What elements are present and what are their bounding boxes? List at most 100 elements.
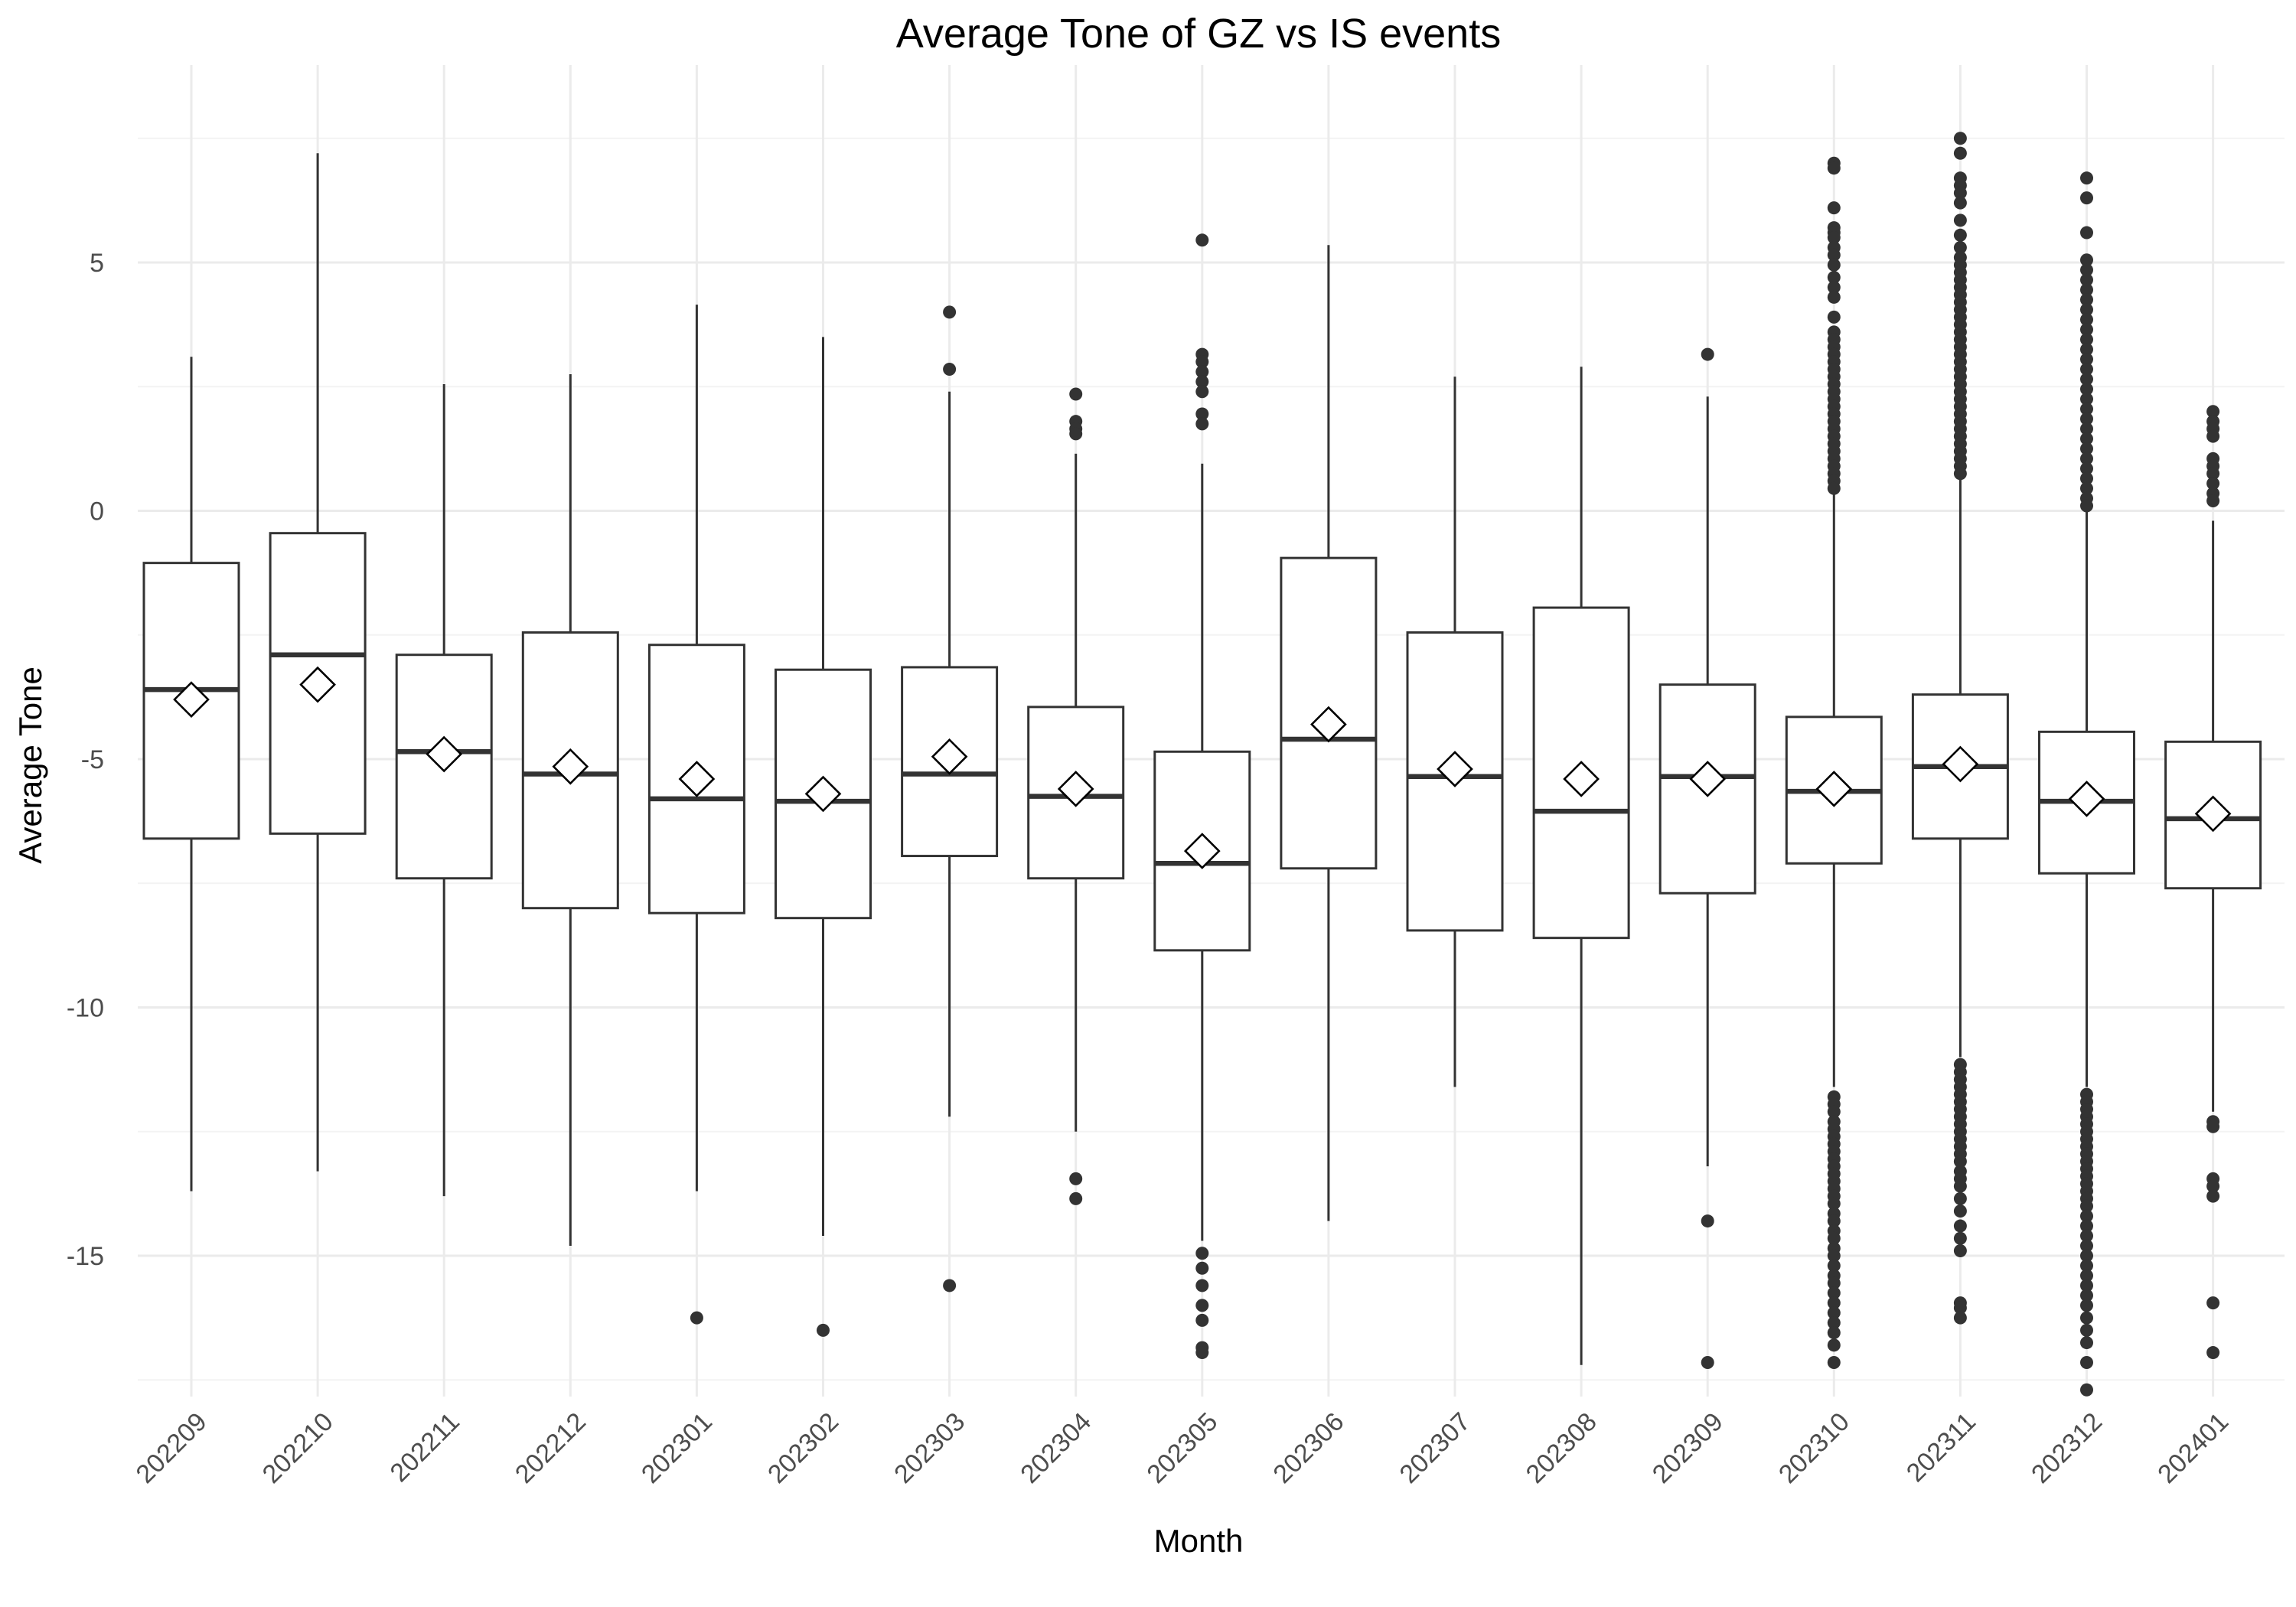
x-tick-label: 202210 — [257, 1407, 339, 1489]
outlier-point — [2080, 402, 2093, 416]
box-group — [1911, 132, 2009, 1325]
box-group — [269, 153, 367, 1172]
outlier-point — [2080, 499, 2093, 513]
outlier-point — [1195, 1299, 1209, 1312]
outlier-point — [1953, 196, 1967, 210]
outlier-point — [2080, 1269, 2093, 1283]
outlier-point — [1069, 1191, 1083, 1205]
y-tick-label: -10 — [67, 994, 104, 1023]
outlier-point — [1195, 407, 1209, 421]
y-tick-label: 0 — [90, 497, 104, 526]
outlier-point — [1827, 1296, 1841, 1310]
outlier-point — [2080, 422, 2093, 435]
outlier-point — [2080, 1336, 2093, 1350]
x-tick-label: 202302 — [762, 1407, 844, 1489]
outlier-point — [2206, 494, 2220, 508]
outlier-point — [2080, 382, 2093, 396]
box-group — [1153, 233, 1251, 1360]
outlier-point — [2080, 1279, 2093, 1292]
box-group — [1280, 245, 1378, 1221]
outlier-point — [2080, 471, 2093, 485]
outlier-point — [1953, 467, 1967, 481]
outlier-point — [1953, 1191, 1967, 1205]
outlier-point — [2080, 313, 2093, 327]
x-tick-label: 202304 — [1015, 1407, 1097, 1489]
x-axis-title: Month — [1154, 1523, 1244, 1559]
iqr-box — [1406, 631, 1504, 932]
x-tick-label: 202305 — [1141, 1407, 1223, 1489]
box-group — [1785, 156, 1883, 1370]
outlier-point — [1827, 231, 1841, 245]
outlier-point — [2080, 226, 2093, 240]
box-group — [1658, 347, 1756, 1370]
outlier-point — [2080, 481, 2093, 495]
outlier-point — [1953, 1311, 1967, 1325]
box-group — [521, 374, 619, 1247]
box-layer — [142, 132, 2262, 1397]
outlier-point — [1701, 1356, 1714, 1370]
outlier-point — [2080, 392, 2093, 406]
x-tick-label: 202307 — [1394, 1407, 1476, 1489]
outlier-point — [1827, 1286, 1841, 1300]
box-group — [1406, 376, 1504, 1087]
outlier-point — [1953, 1301, 1967, 1315]
outlier-point — [2206, 1296, 2220, 1310]
outlier-point — [1195, 385, 1209, 399]
iqr-box — [1532, 606, 1630, 940]
outlier-point — [1953, 1219, 1967, 1233]
x-tick-label: 202308 — [1521, 1407, 1603, 1489]
outlier-point — [1953, 146, 1967, 160]
outlier-point — [2206, 1189, 2220, 1203]
outlier-point — [1827, 1231, 1841, 1245]
outlier-point — [1195, 1261, 1209, 1275]
outlier-point — [2080, 253, 2093, 267]
box-group — [2164, 405, 2262, 1360]
y-axis-title: Average Tone — [12, 667, 48, 864]
x-tick-label: 202401 — [2152, 1407, 2234, 1489]
outlier-point — [2080, 451, 2093, 465]
mean-marker — [1437, 751, 1473, 787]
x-tick-label: 202312 — [2026, 1407, 2108, 1489]
outlier-point — [1827, 1306, 1841, 1320]
outlier-point — [1195, 1279, 1209, 1292]
mean-marker — [1942, 745, 1979, 783]
outlier-point — [1827, 1316, 1841, 1330]
mean-marker — [1563, 761, 1600, 797]
outlier-point — [1827, 1214, 1841, 1228]
outlier-point — [2080, 303, 2093, 317]
outlier-point — [2080, 283, 2093, 297]
x-tick-label: 202211 — [385, 1407, 465, 1488]
box-group — [1027, 387, 1125, 1205]
outlier-point — [1195, 1247, 1209, 1260]
outlier-point — [2080, 1209, 2093, 1223]
outlier-point — [2080, 1239, 2093, 1253]
outlier-point — [2206, 1346, 2220, 1360]
outlier-point — [2080, 171, 2093, 185]
outlier-point — [1953, 1204, 1967, 1218]
outlier-point — [2206, 477, 2220, 491]
outlier-point — [1195, 375, 1209, 389]
outlier-point — [2206, 405, 2220, 419]
box-group — [775, 337, 872, 1337]
box-group — [647, 305, 745, 1325]
outlier-point — [1953, 1244, 1967, 1258]
mean-marker — [1815, 771, 1853, 807]
outlier-point — [1827, 1326, 1841, 1340]
outlier-point — [1827, 1105, 1841, 1119]
outlier-point — [1195, 233, 1209, 247]
outlier-point — [1827, 280, 1841, 294]
box-group — [395, 384, 493, 1197]
mean-marker — [1183, 833, 1221, 869]
outlier-point — [1827, 1197, 1841, 1211]
outlier-point — [817, 1323, 830, 1337]
x-tick-label: 202303 — [889, 1407, 970, 1489]
box-group — [1532, 367, 1630, 1365]
outlier-point — [1953, 228, 1967, 242]
outlier-point — [2080, 333, 2093, 347]
outlier-point — [1953, 1155, 1967, 1169]
outlier-point — [1195, 355, 1209, 369]
outlier-point — [2080, 373, 2093, 386]
mean-marker — [1310, 706, 1347, 743]
y-tick-label: -5 — [81, 745, 104, 774]
outlier-point — [1827, 1276, 1841, 1290]
